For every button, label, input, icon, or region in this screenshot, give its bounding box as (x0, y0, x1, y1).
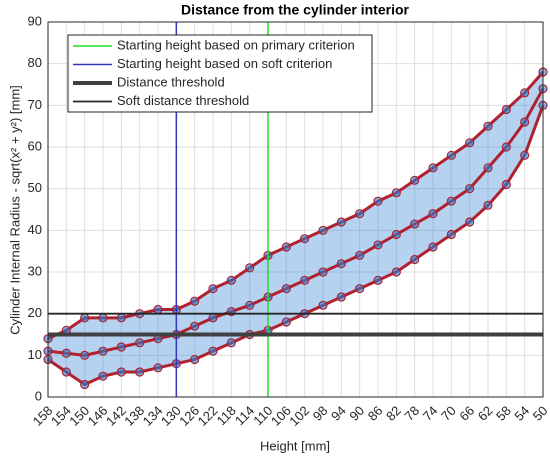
chart-title: Distance from the cylinder interior (181, 2, 409, 18)
y-tick-label: 20 (28, 305, 42, 320)
data-point (483, 200, 493, 210)
y-axis-label: Cylinder Internal Radius - sqrt(x² + y²)… (7, 85, 22, 335)
data-point (355, 250, 365, 260)
data-line (47, 71, 545, 341)
data-point (281, 284, 291, 294)
data-point (153, 363, 163, 373)
data-point (135, 367, 145, 377)
data-point (190, 354, 200, 365)
data-point (281, 242, 291, 252)
data-point (355, 284, 365, 294)
data-point (98, 371, 108, 381)
legend-box (67, 34, 373, 113)
data-point (355, 209, 365, 219)
data-point (483, 121, 493, 131)
data-point (245, 300, 255, 310)
data-point (208, 284, 218, 294)
data-point (61, 348, 71, 358)
data-line (47, 104, 545, 387)
data-point (501, 179, 511, 190)
data-point (300, 275, 310, 285)
data-point (318, 267, 328, 277)
data-point (520, 117, 530, 127)
plot-frame (47, 21, 544, 398)
data-point (116, 313, 126, 323)
point-cloud (48, 72, 543, 385)
data-point (208, 346, 218, 356)
data-point (465, 217, 475, 227)
legend-label: Starting height based on primary criteri… (117, 37, 355, 52)
data-point (520, 88, 530, 98)
legend-label: Starting height based on soft criterion (117, 56, 332, 71)
data-point (501, 104, 511, 115)
data-point (501, 142, 511, 152)
y-tick-label: 30 (28, 263, 42, 278)
data-point (410, 175, 420, 185)
data-point (318, 300, 328, 310)
data-point (373, 240, 383, 250)
x-axis-label: Height [mm] (260, 438, 330, 453)
data-point (226, 275, 236, 285)
legend-label: Soft distance threshold (117, 93, 249, 108)
data-point (80, 313, 90, 323)
data-point (80, 379, 90, 390)
data-point (373, 275, 383, 285)
y-tick-label: 10 (28, 347, 42, 362)
data-point (318, 225, 328, 235)
data-point (391, 229, 401, 240)
data-point (116, 367, 126, 377)
data-point (410, 254, 420, 265)
x-tick-label: 50 (530, 403, 550, 424)
data-point (373, 196, 383, 206)
data-point (428, 163, 438, 173)
y-tick-label: 50 (28, 180, 42, 195)
data-point (336, 217, 346, 227)
data-point (428, 209, 438, 219)
legend-label: Distance threshold (117, 74, 225, 89)
data-point (116, 342, 126, 352)
data-point (465, 138, 475, 148)
data-point (61, 367, 71, 377)
data-point (190, 321, 200, 331)
y-tick-label: 60 (28, 138, 42, 153)
data-point (391, 267, 401, 277)
data-point (226, 338, 236, 348)
data-point (135, 338, 145, 348)
y-tick-label: 40 (28, 222, 42, 237)
data-point (336, 259, 346, 269)
data-point (153, 304, 163, 315)
data-point (410, 219, 420, 229)
data-point (245, 263, 255, 273)
data-point (281, 317, 291, 327)
y-tick-label: 90 (28, 13, 42, 28)
data-point (446, 229, 456, 240)
data-point (190, 296, 200, 306)
y-tick-label: 0 (35, 388, 42, 403)
y-tick-label: 70 (28, 97, 42, 112)
y-tick-label: 80 (28, 55, 42, 70)
data-point (98, 313, 108, 323)
data-point (428, 242, 438, 252)
data-point (446, 150, 456, 160)
data-point (465, 184, 475, 194)
data-point (80, 350, 90, 360)
data-point (300, 234, 310, 244)
data-point (98, 346, 108, 356)
data-point (336, 292, 346, 302)
data-line (47, 87, 545, 357)
data-point (391, 188, 401, 198)
data-point (208, 313, 218, 323)
data-point (520, 150, 530, 160)
data-point (446, 196, 456, 206)
x-tick-label: 102 (286, 403, 312, 429)
data-point (483, 163, 493, 173)
